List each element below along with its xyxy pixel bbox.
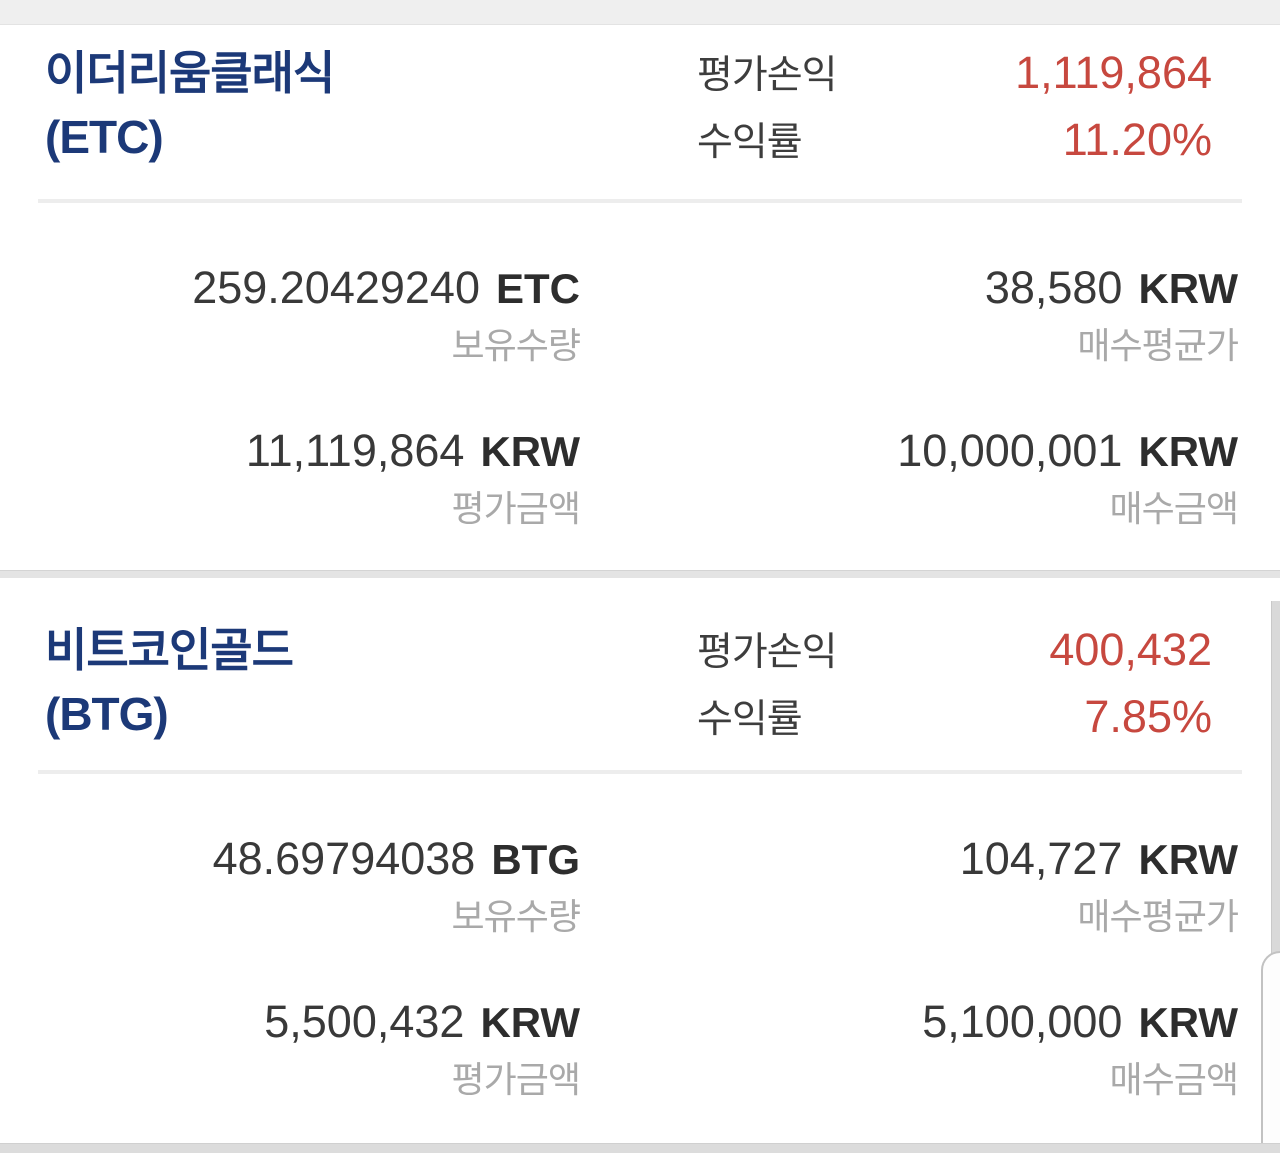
buy-amount-unit: KRW — [1138, 999, 1238, 1046]
holding-quantity-unit: ETC — [496, 265, 580, 312]
coin-name-kr: 비트코인골드 — [45, 624, 294, 676]
card-separator — [0, 570, 1280, 578]
return-rate-label: 수익률 — [697, 698, 803, 741]
eval-amount-value: 5,500,432 — [264, 996, 465, 1047]
eval-amount-label: 평가금액 — [451, 1059, 581, 1100]
avg-buy-price-value: 104,727 — [959, 833, 1123, 884]
eval-amount-line: 5,500,432 KRW — [0, 995, 580, 1050]
coin-symbol: (BTG) — [45, 688, 169, 740]
avg-buy-price-label: 매수평균가 — [1077, 896, 1239, 937]
eval-profit-loss-label: 평가손익 — [697, 54, 838, 97]
coin-name: 비트코인골드 (BTG) — [45, 618, 294, 752]
eval-amount-cell: 11,119,864 KRW 평가금액 — [0, 424, 581, 531]
amount-row: 11,119,864 KRW 평가금액 10,000,001 KRW 매수금액 — [0, 424, 1280, 531]
eval-amount-unit: KRW — [480, 428, 580, 475]
profit-summary: 평가손익 1,119,864 수익률 11.20% — [697, 41, 1212, 175]
top-separator — [0, 0, 1280, 25]
eval-amount-line: 11,119,864 KRW — [0, 424, 580, 479]
buy-amount-cell: 5,100,000 KRW 매수금액 — [580, 995, 1280, 1102]
eval-profit-loss-value: 400,432 — [1049, 624, 1212, 675]
return-rate-value: 7.85% — [1084, 691, 1212, 742]
card-inner-divider — [38, 199, 1242, 203]
return-rate-row: 수익률 11.20% — [697, 108, 1212, 175]
buy-amount-line: 5,100,000 KRW — [580, 995, 1238, 1050]
profit-summary: 평가손익 400,432 수익률 7.85% — [697, 618, 1212, 752]
avg-buy-price-cell: 104,727 KRW 매수평균가 — [580, 832, 1280, 939]
bottom-separator — [0, 1143, 1280, 1153]
avg-buy-price-line: 104,727 KRW — [580, 832, 1238, 887]
holding-quantity-line: 48.69794038 BTG — [0, 832, 580, 887]
avg-buy-price-unit: KRW — [1138, 836, 1238, 883]
eval-profit-loss-row: 평가손익 400,432 — [697, 618, 1212, 685]
eval-profit-loss-row: 평가손익 1,119,864 — [697, 41, 1212, 108]
holding-row: 259.20429240 ETC 보유수량 38,580 KRW 매수평균가 — [0, 261, 1280, 368]
next-panel-corner-peek — [1261, 951, 1280, 1153]
holding-quantity-value: 259.20429240 — [192, 262, 480, 313]
holding-quantity-line: 259.20429240 ETC — [0, 261, 580, 316]
eval-profit-loss-value: 1,119,864 — [1015, 47, 1212, 98]
buy-amount-line: 10,000,001 KRW — [580, 424, 1238, 479]
holding-quantity-value: 48.69794038 — [212, 833, 476, 884]
eval-amount-cell: 5,500,432 KRW 평가금액 — [0, 995, 581, 1102]
coin-name: 이더리움클래식 (ETC) — [45, 41, 335, 175]
coin-symbol: (ETC) — [45, 111, 164, 163]
buy-amount-label: 매수금액 — [1109, 1059, 1239, 1100]
eval-amount-label: 평가금액 — [451, 488, 581, 529]
holding-quantity-label: 보유수량 — [451, 896, 581, 937]
eval-amount-unit: KRW — [480, 999, 580, 1046]
holding-card-btg[interactable]: 비트코인골드 (BTG) 평가손익 400,432 수익률 7.85% 48.6… — [0, 578, 1280, 1144]
return-rate-value: 11.20% — [1062, 114, 1212, 165]
avg-buy-price-value: 38,580 — [984, 262, 1123, 313]
vertical-scrollbar[interactable] — [1271, 601, 1280, 1153]
avg-buy-price-label: 매수평균가 — [1077, 325, 1239, 366]
eval-profit-loss-label: 평가손익 — [697, 631, 838, 674]
holding-header: 이더리움클래식 (ETC) 평가손익 1,119,864 수익률 11.20% — [0, 25, 1280, 175]
holding-quantity-unit: BTG — [491, 836, 580, 883]
buy-amount-unit: KRW — [1138, 428, 1238, 475]
buy-amount-value: 5,100,000 — [922, 996, 1123, 1047]
card-inner-divider — [38, 770, 1242, 774]
avg-buy-price-line: 38,580 KRW — [580, 261, 1238, 316]
holding-quantity-label: 보유수량 — [451, 325, 581, 366]
holding-card-etc[interactable]: 이더리움클래식 (ETC) 평가손익 1,119,864 수익률 11.20% … — [0, 25, 1280, 570]
return-rate-row: 수익률 7.85% — [697, 685, 1212, 752]
holding-row: 48.69794038 BTG 보유수량 104,727 KRW 매수평균가 — [0, 832, 1280, 939]
avg-buy-price-cell: 38,580 KRW 매수평균가 — [580, 261, 1280, 368]
holding-header: 비트코인골드 (BTG) 평가손익 400,432 수익률 7.85% — [0, 578, 1280, 752]
holding-quantity-cell: 259.20429240 ETC 보유수량 — [0, 261, 581, 368]
avg-buy-price-unit: KRW — [1138, 265, 1238, 312]
holding-quantity-cell: 48.69794038 BTG 보유수량 — [0, 832, 581, 939]
buy-amount-label: 매수금액 — [1109, 488, 1239, 529]
eval-amount-value: 11,119,864 — [245, 425, 465, 476]
amount-row: 5,500,432 KRW 평가금액 5,100,000 KRW 매수금액 — [0, 995, 1280, 1102]
return-rate-label: 수익률 — [697, 121, 803, 164]
buy-amount-value: 10,000,001 — [897, 425, 1123, 476]
buy-amount-cell: 10,000,001 KRW 매수금액 — [580, 424, 1280, 531]
coin-name-kr: 이더리움클래식 — [45, 47, 335, 99]
